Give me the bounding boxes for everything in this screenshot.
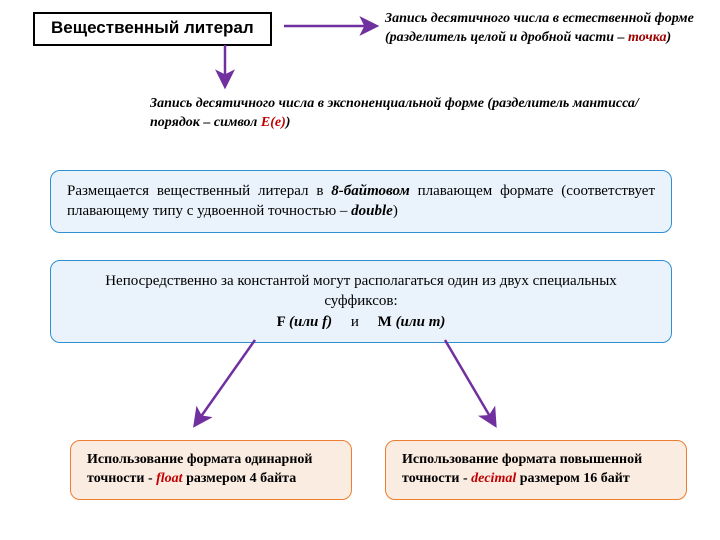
box-suffixes-line1: Непосредственно за константой могут расп… (67, 271, 655, 312)
suffix-conj: и (332, 314, 378, 330)
box-double: Размещается вещественный литерал в 8-бай… (50, 170, 672, 233)
title-box: Вещественный литерал (33, 12, 272, 46)
box-suffixes: Непосредственно за константой могут расп… (50, 260, 672, 343)
box-decimal-highlight: decimal (471, 471, 516, 486)
box-double-pre: Размещается вещественный литерал в (67, 183, 331, 199)
definition-exponential: Запись десятичного числа в экспоненциаль… (150, 95, 650, 133)
box-double-post: ) (393, 203, 398, 219)
box-decimal: Использование формата повышенной точност… (385, 440, 687, 500)
box-float-post: размером 4 байта (183, 471, 297, 486)
title-text: Вещественный литерал (51, 18, 254, 37)
box-double-em1: 8-байтовом (331, 183, 410, 199)
box-float: Использование формата одинарной точности… (70, 440, 352, 500)
definition-exponential-pre: Запись десятичного числа в экспоненциаль… (150, 96, 639, 130)
suffix-m-alt: (или m) (396, 314, 446, 330)
definition-exponential-post: ) (286, 115, 291, 130)
arrow-suffix-to-float (195, 340, 255, 425)
definition-natural-post: ) (666, 30, 671, 45)
suffix-f-alt: (или f) (289, 314, 332, 330)
box-float-highlight: float (156, 471, 182, 486)
suffix-f: F (277, 314, 289, 330)
box-double-em2: double (351, 203, 393, 219)
box-decimal-post: размером 16 байт (516, 471, 629, 486)
box-suffixes-line2: F (или f) и M (или m) (67, 312, 655, 332)
suffix-m: M (378, 314, 396, 330)
definition-natural: Запись десятичного числа в естественной … (385, 10, 695, 48)
definition-exponential-highlight: E(e) (261, 115, 286, 130)
definition-natural-highlight: точка (628, 30, 666, 45)
arrow-suffix-to-decimal (445, 340, 495, 425)
